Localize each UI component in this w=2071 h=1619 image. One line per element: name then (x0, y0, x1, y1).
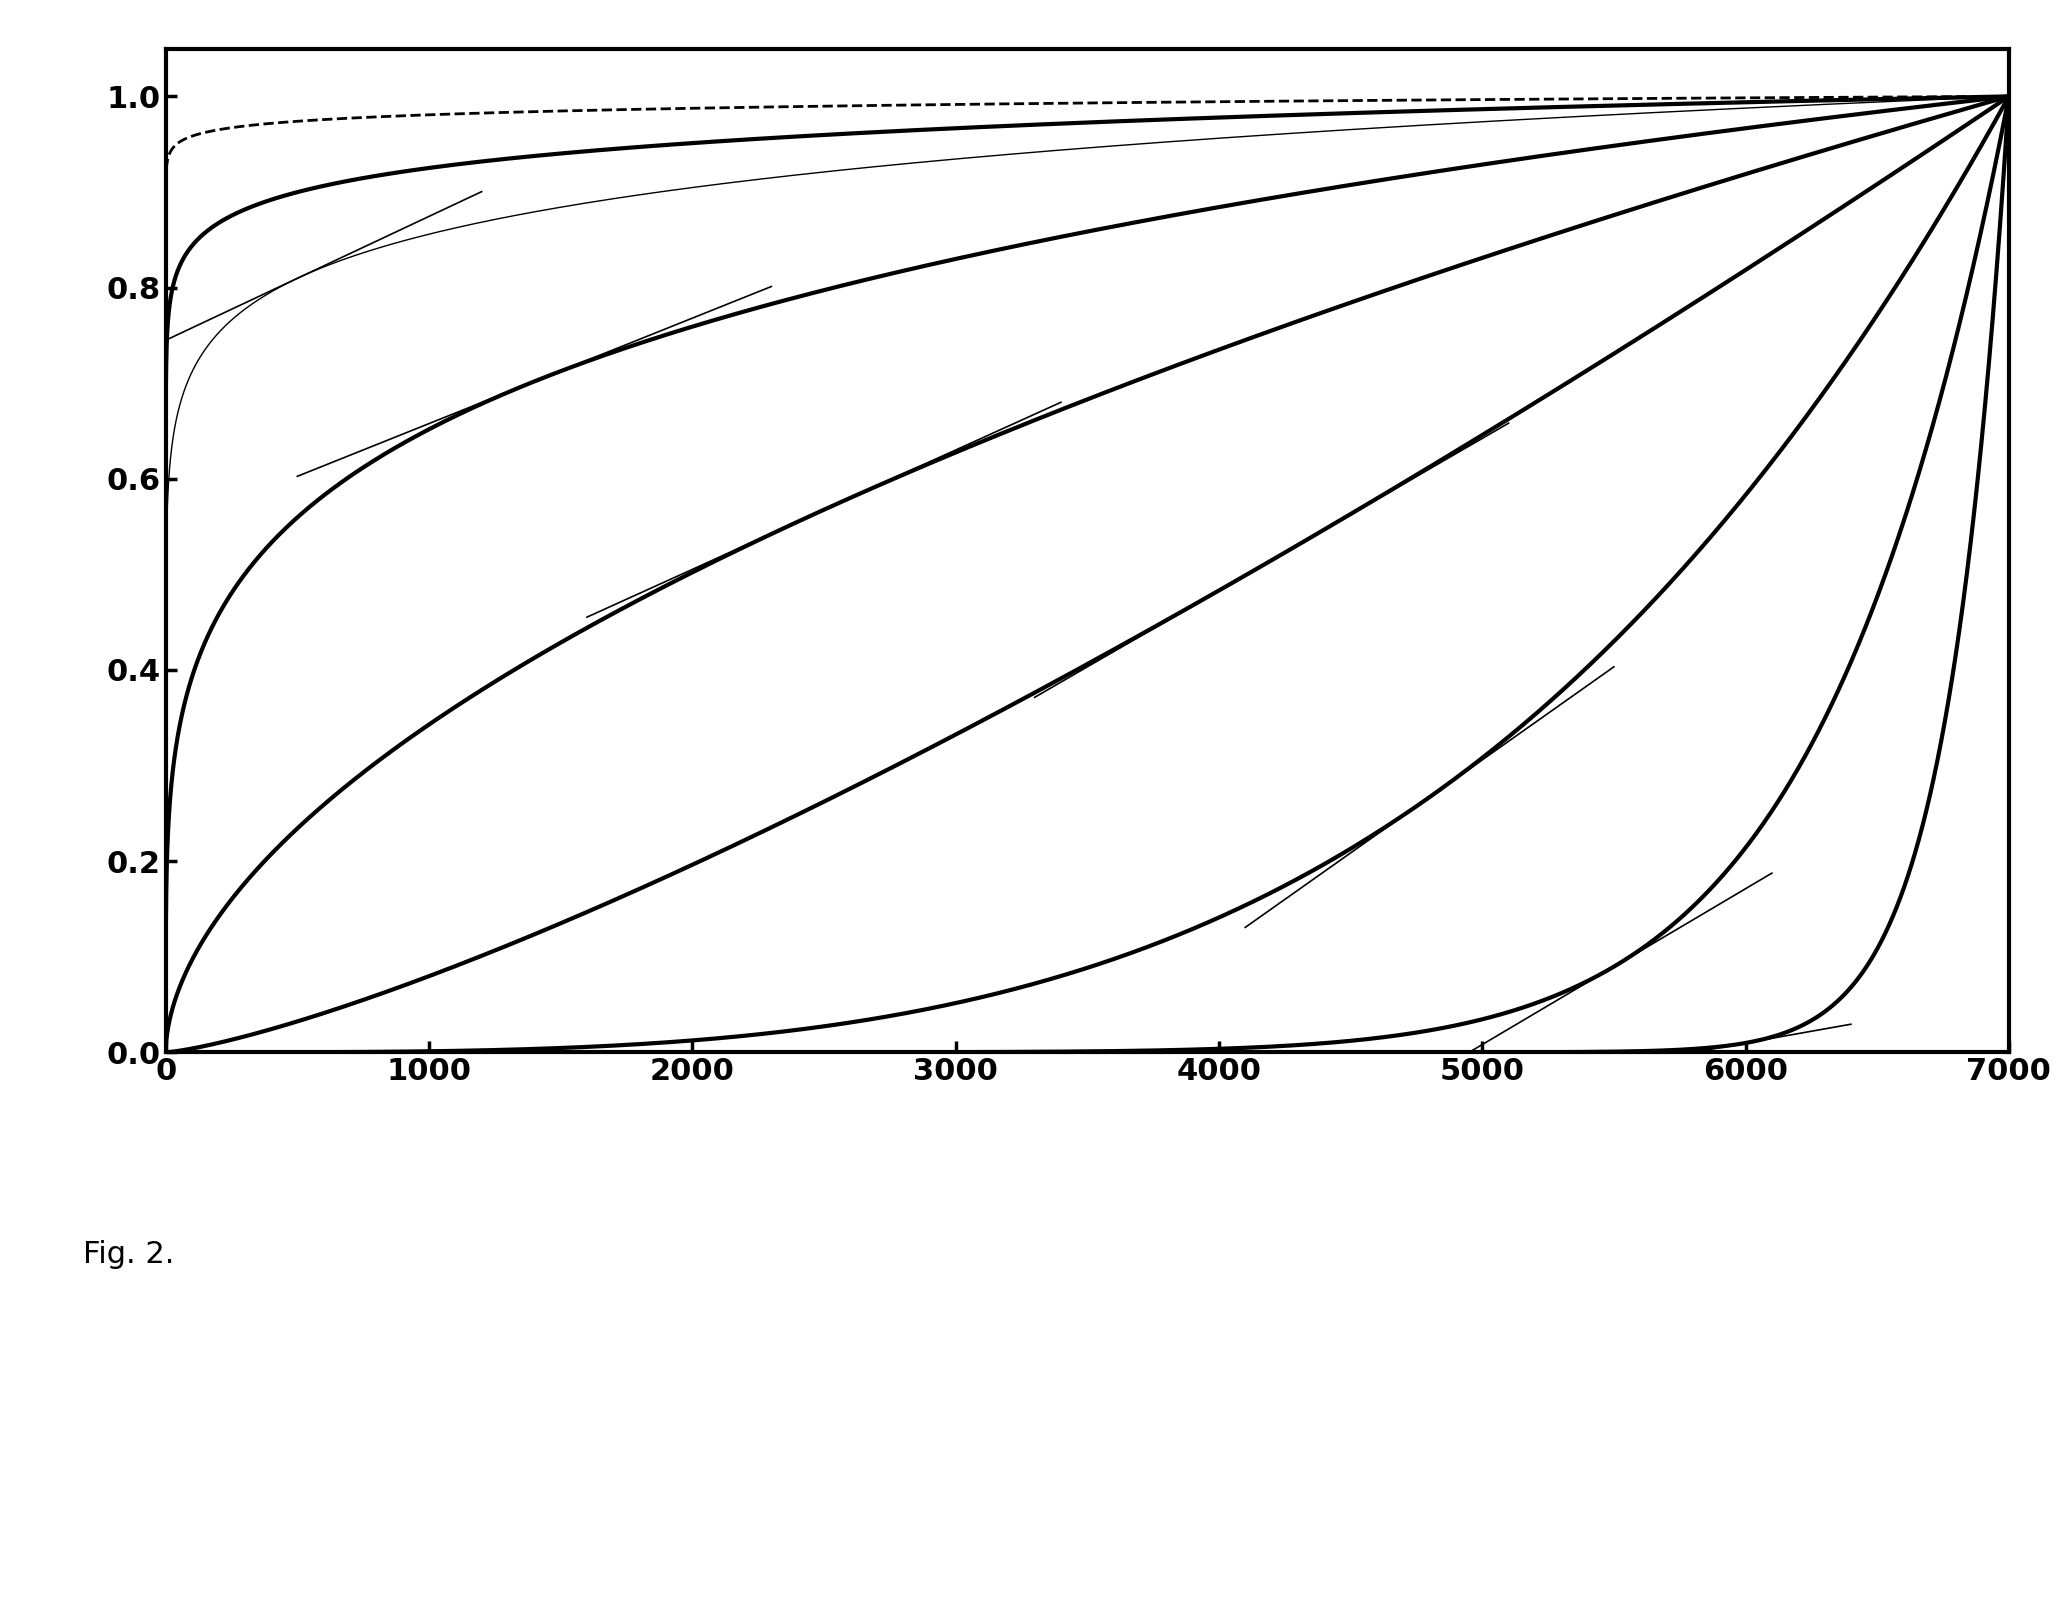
Text: Fig. 2.: Fig. 2. (83, 1240, 174, 1269)
